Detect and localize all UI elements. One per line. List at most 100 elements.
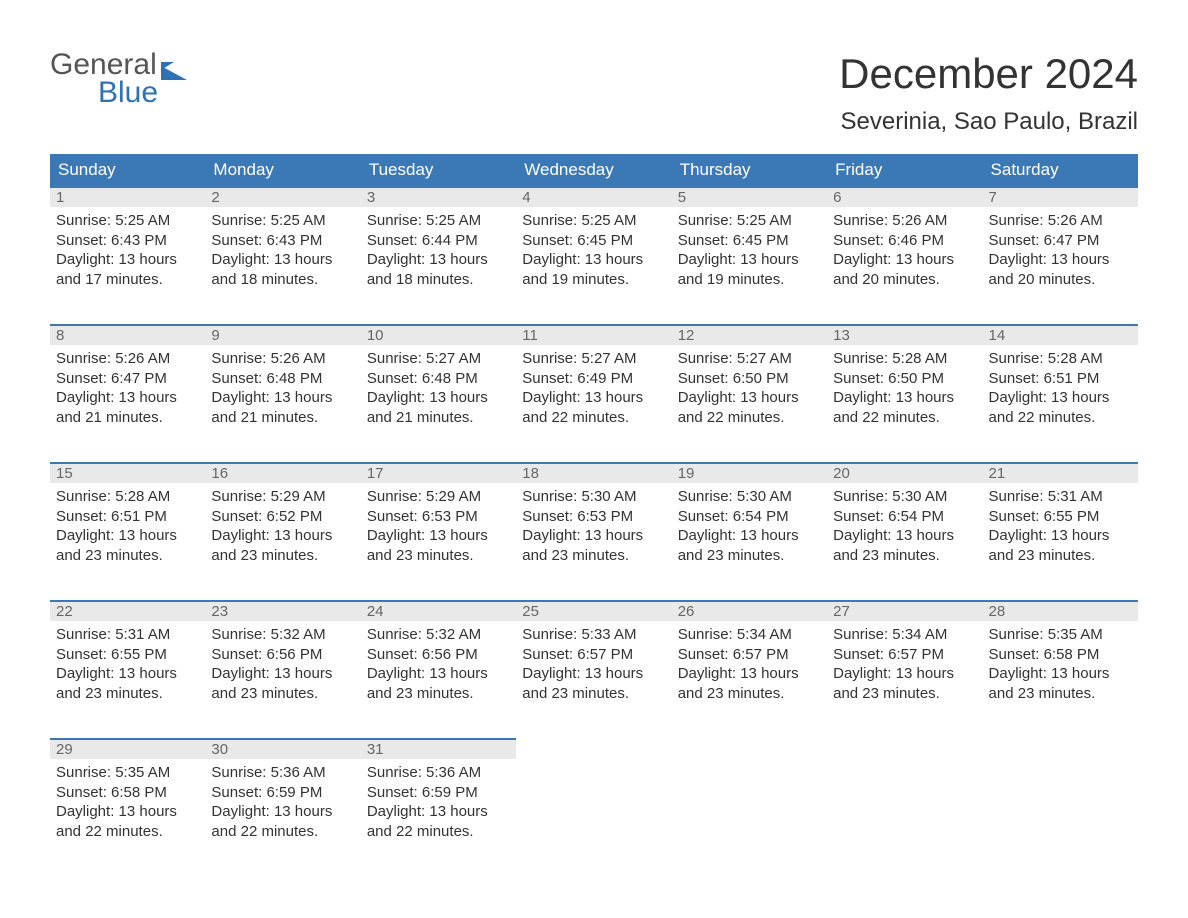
calendar-week-row: 29Sunrise: 5:35 AMSunset: 6:58 PMDayligh… — [50, 738, 1138, 864]
day-number: 14 — [983, 324, 1138, 345]
day-dl1: Daylight: 13 hours — [56, 664, 199, 684]
day-dl1: Daylight: 13 hours — [367, 802, 510, 822]
day-details: Sunrise: 5:28 AMSunset: 6:50 PMDaylight:… — [827, 345, 982, 443]
day-dl2: and 23 minutes. — [522, 546, 665, 566]
day-sunset: Sunset: 6:44 PM — [367, 231, 510, 251]
day-number: 6 — [827, 186, 982, 207]
day-dl2: and 22 minutes. — [989, 408, 1132, 428]
day-details: Sunrise: 5:30 AMSunset: 6:54 PMDaylight:… — [672, 483, 827, 581]
week-spacer — [50, 312, 1138, 324]
calendar-day-cell: 26Sunrise: 5:34 AMSunset: 6:57 PMDayligh… — [672, 600, 827, 726]
day-details: Sunrise: 5:29 AMSunset: 6:52 PMDaylight:… — [205, 483, 360, 581]
day-details: Sunrise: 5:26 AMSunset: 6:47 PMDaylight:… — [983, 207, 1138, 305]
day-dl1: Daylight: 13 hours — [211, 526, 354, 546]
day-sunset: Sunset: 6:53 PM — [522, 507, 665, 527]
month-title: December 2024 — [839, 50, 1138, 98]
day-sunrise: Sunrise: 5:28 AM — [56, 487, 199, 507]
day-details: Sunrise: 5:27 AMSunset: 6:50 PMDaylight:… — [672, 345, 827, 443]
day-sunset: Sunset: 6:50 PM — [833, 369, 976, 389]
day-dl1: Daylight: 13 hours — [833, 388, 976, 408]
day-number: 29 — [50, 738, 205, 759]
day-details: Sunrise: 5:25 AMSunset: 6:45 PMDaylight:… — [516, 207, 671, 305]
day-number: 9 — [205, 324, 360, 345]
day-dl1: Daylight: 13 hours — [989, 250, 1132, 270]
day-dl1: Daylight: 13 hours — [833, 526, 976, 546]
day-dl1: Daylight: 13 hours — [833, 250, 976, 270]
day-sunset: Sunset: 6:47 PM — [989, 231, 1132, 251]
day-sunrise: Sunrise: 5:34 AM — [833, 625, 976, 645]
day-dl2: and 23 minutes. — [211, 546, 354, 566]
day-sunrise: Sunrise: 5:36 AM — [367, 763, 510, 783]
day-details: Sunrise: 5:34 AMSunset: 6:57 PMDaylight:… — [672, 621, 827, 719]
calendar-day-cell: 25Sunrise: 5:33 AMSunset: 6:57 PMDayligh… — [516, 600, 671, 726]
day-sunrise: Sunrise: 5:27 AM — [678, 349, 821, 369]
day-dl1: Daylight: 13 hours — [678, 526, 821, 546]
day-number: 15 — [50, 462, 205, 483]
day-sunset: Sunset: 6:57 PM — [678, 645, 821, 665]
calendar-day-cell: 10Sunrise: 5:27 AMSunset: 6:48 PMDayligh… — [361, 324, 516, 450]
calendar-day-cell: 27Sunrise: 5:34 AMSunset: 6:57 PMDayligh… — [827, 600, 982, 726]
calendar-day-cell: 15Sunrise: 5:28 AMSunset: 6:51 PMDayligh… — [50, 462, 205, 588]
brand-logo: General Blue — [50, 50, 187, 108]
calendar-day-cell: 4Sunrise: 5:25 AMSunset: 6:45 PMDaylight… — [516, 186, 671, 312]
day-sunset: Sunset: 6:57 PM — [522, 645, 665, 665]
weekday-header: Monday — [205, 154, 360, 186]
day-number: 28 — [983, 600, 1138, 621]
day-dl2: and 23 minutes. — [989, 546, 1132, 566]
calendar-day-cell: 2Sunrise: 5:25 AMSunset: 6:43 PMDaylight… — [205, 186, 360, 312]
day-dl2: and 22 minutes. — [678, 408, 821, 428]
day-details: Sunrise: 5:36 AMSunset: 6:59 PMDaylight:… — [361, 759, 516, 857]
day-sunset: Sunset: 6:48 PM — [211, 369, 354, 389]
calendar-day-cell: 19Sunrise: 5:30 AMSunset: 6:54 PMDayligh… — [672, 462, 827, 588]
calendar-day-cell: 31Sunrise: 5:36 AMSunset: 6:59 PMDayligh… — [361, 738, 516, 864]
day-dl1: Daylight: 13 hours — [367, 526, 510, 546]
calendar-day-cell: 12Sunrise: 5:27 AMSunset: 6:50 PMDayligh… — [672, 324, 827, 450]
calendar-day-cell: 5Sunrise: 5:25 AMSunset: 6:45 PMDaylight… — [672, 186, 827, 312]
page-header: General Blue December 2024 Severinia, Sa… — [50, 50, 1138, 136]
day-sunset: Sunset: 6:56 PM — [211, 645, 354, 665]
calendar-day-cell: 8Sunrise: 5:26 AMSunset: 6:47 PMDaylight… — [50, 324, 205, 450]
day-sunset: Sunset: 6:58 PM — [56, 783, 199, 803]
day-number: 19 — [672, 462, 827, 483]
calendar-day-cell — [516, 738, 671, 864]
day-sunrise: Sunrise: 5:35 AM — [989, 625, 1132, 645]
day-dl1: Daylight: 13 hours — [56, 802, 199, 822]
day-dl1: Daylight: 13 hours — [678, 250, 821, 270]
calendar-day-cell: 17Sunrise: 5:29 AMSunset: 6:53 PMDayligh… — [361, 462, 516, 588]
day-dl2: and 23 minutes. — [56, 684, 199, 704]
day-number: 21 — [983, 462, 1138, 483]
day-sunset: Sunset: 6:43 PM — [56, 231, 199, 251]
day-details: Sunrise: 5:30 AMSunset: 6:54 PMDaylight:… — [827, 483, 982, 581]
day-dl2: and 23 minutes. — [56, 546, 199, 566]
day-details: Sunrise: 5:32 AMSunset: 6:56 PMDaylight:… — [361, 621, 516, 719]
day-details: Sunrise: 5:31 AMSunset: 6:55 PMDaylight:… — [50, 621, 205, 719]
day-number: 17 — [361, 462, 516, 483]
calendar-day-cell — [827, 738, 982, 864]
day-dl1: Daylight: 13 hours — [56, 250, 199, 270]
weekday-header-row: Sunday Monday Tuesday Wednesday Thursday… — [50, 154, 1138, 186]
day-sunrise: Sunrise: 5:25 AM — [522, 211, 665, 231]
calendar-day-cell: 16Sunrise: 5:29 AMSunset: 6:52 PMDayligh… — [205, 462, 360, 588]
day-number: 26 — [672, 600, 827, 621]
day-details: Sunrise: 5:25 AMSunset: 6:45 PMDaylight:… — [672, 207, 827, 305]
day-dl2: and 18 minutes. — [211, 270, 354, 290]
day-dl2: and 17 minutes. — [56, 270, 199, 290]
day-sunrise: Sunrise: 5:34 AM — [678, 625, 821, 645]
day-sunset: Sunset: 6:57 PM — [833, 645, 976, 665]
day-sunrise: Sunrise: 5:26 AM — [211, 349, 354, 369]
day-number: 8 — [50, 324, 205, 345]
calendar-day-cell: 11Sunrise: 5:27 AMSunset: 6:49 PMDayligh… — [516, 324, 671, 450]
day-dl2: and 22 minutes. — [833, 408, 976, 428]
day-number: 11 — [516, 324, 671, 345]
day-sunrise: Sunrise: 5:25 AM — [211, 211, 354, 231]
day-details: Sunrise: 5:34 AMSunset: 6:57 PMDaylight:… — [827, 621, 982, 719]
day-details: Sunrise: 5:33 AMSunset: 6:57 PMDaylight:… — [516, 621, 671, 719]
calendar-body: 1Sunrise: 5:25 AMSunset: 6:43 PMDaylight… — [50, 186, 1138, 864]
weekday-header: Tuesday — [361, 154, 516, 186]
day-sunset: Sunset: 6:54 PM — [678, 507, 821, 527]
weekday-header: Wednesday — [516, 154, 671, 186]
calendar-page: General Blue December 2024 Severinia, Sa… — [0, 0, 1188, 894]
day-dl2: and 23 minutes. — [211, 684, 354, 704]
day-sunset: Sunset: 6:53 PM — [367, 507, 510, 527]
day-sunset: Sunset: 6:58 PM — [989, 645, 1132, 665]
